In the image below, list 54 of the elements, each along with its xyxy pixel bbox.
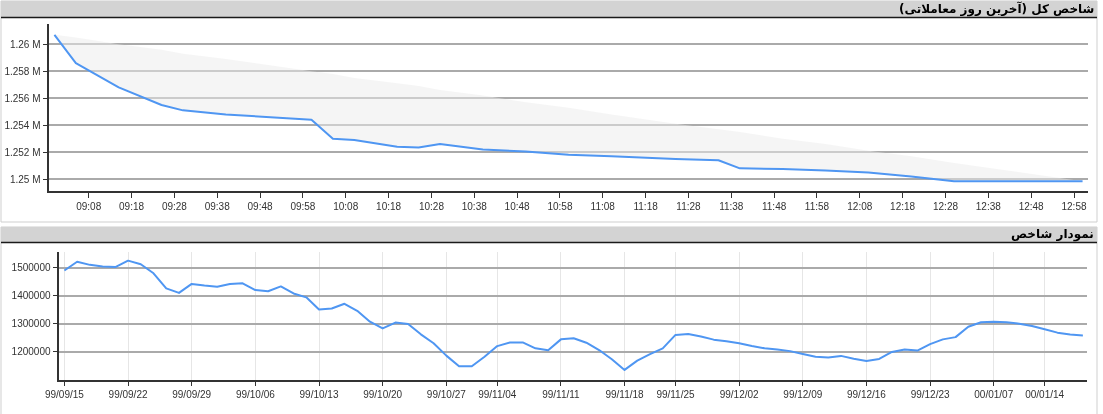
x-tick-label: 12:38 xyxy=(975,201,1002,213)
x-tick-label: 11:48 xyxy=(761,201,787,213)
x-tick-label: 12:08 xyxy=(847,201,873,213)
x-tick-label: 99/12/09 xyxy=(783,389,823,401)
x-tick-label: 09:08 xyxy=(76,201,102,213)
x-tick-label: 99/10/27 xyxy=(426,389,467,401)
x-tick-label: 00/01/07 xyxy=(974,389,1014,401)
y-tick-label: 1200000 xyxy=(11,346,51,358)
x-tick-label: 09:48 xyxy=(247,201,274,213)
y-tick-label: 1.254 M xyxy=(4,119,41,131)
x-tick-label: 99/10/06 xyxy=(235,389,276,401)
x-tick-label: 11:08 xyxy=(590,201,616,213)
y-tick-label: 1.26 M xyxy=(9,38,41,50)
x-tick-label: 11:28 xyxy=(676,201,702,213)
x-tick-label: 10:28 xyxy=(418,201,445,213)
x-tick-label: 99/10/20 xyxy=(363,389,403,401)
y-tick-label: 1500000 xyxy=(11,262,51,274)
x-tick-label: 99/11/18 xyxy=(605,389,645,401)
x-tick-label: 10:48 xyxy=(504,201,531,213)
x-tick-label: 09:58 xyxy=(290,201,316,213)
x-tick-label: 10:08 xyxy=(333,201,359,213)
x-tick-label: 10:58 xyxy=(547,201,573,213)
x-tick-label: 99/09/15 xyxy=(44,389,85,401)
y-tick-label: 1400000 xyxy=(11,290,51,302)
x-tick-label: 10:38 xyxy=(461,201,488,213)
y-tick-label: 1300000 xyxy=(11,318,51,330)
x-tick-label: 99/11/04 xyxy=(478,389,517,401)
x-tick-label: 99/12/23 xyxy=(910,389,951,401)
x-tick-label: 99/12/02 xyxy=(719,389,760,401)
x-tick-label: 11:38 xyxy=(719,201,744,213)
x-tick-label: 12:58 xyxy=(1061,201,1087,213)
x-tick-label: 09:38 xyxy=(204,201,231,213)
line-series xyxy=(63,259,1084,371)
x-tick-label: 99/11/11 xyxy=(542,389,581,401)
y-tick-label: 1.25 M xyxy=(9,173,41,185)
x-tick-label: 11:18 xyxy=(633,201,659,213)
x-tick-label: 10:18 xyxy=(376,201,402,213)
y-tick-label: 1.252 M xyxy=(4,146,41,158)
x-tick-label: 99/10/13 xyxy=(299,389,339,401)
chart-title: شاخص کل (آخرین روز معاملاتی) xyxy=(899,1,1095,17)
x-tick-label: 11:58 xyxy=(804,201,830,213)
x-tick-label: 99/11/25 xyxy=(656,389,696,401)
x-tick-label: 12:18 xyxy=(890,201,916,213)
y-tick-label: 1.258 M xyxy=(4,65,41,77)
x-tick-label: 12:28 xyxy=(932,201,959,213)
x-tick-label: 12:48 xyxy=(1018,201,1045,213)
x-tick-label: 99/12/16 xyxy=(846,389,887,401)
y-tick-label: 1.256 M xyxy=(4,92,41,104)
x-tick-label: 99/09/22 xyxy=(108,389,148,401)
x-tick-label: 09:28 xyxy=(161,201,188,213)
x-tick-label: 09:18 xyxy=(119,201,145,213)
x-tick-label: 00/01/14 xyxy=(1025,389,1065,401)
x-tick-label: 99/09/29 xyxy=(172,389,212,401)
chart-title: نمودار شاخص xyxy=(1011,227,1094,242)
